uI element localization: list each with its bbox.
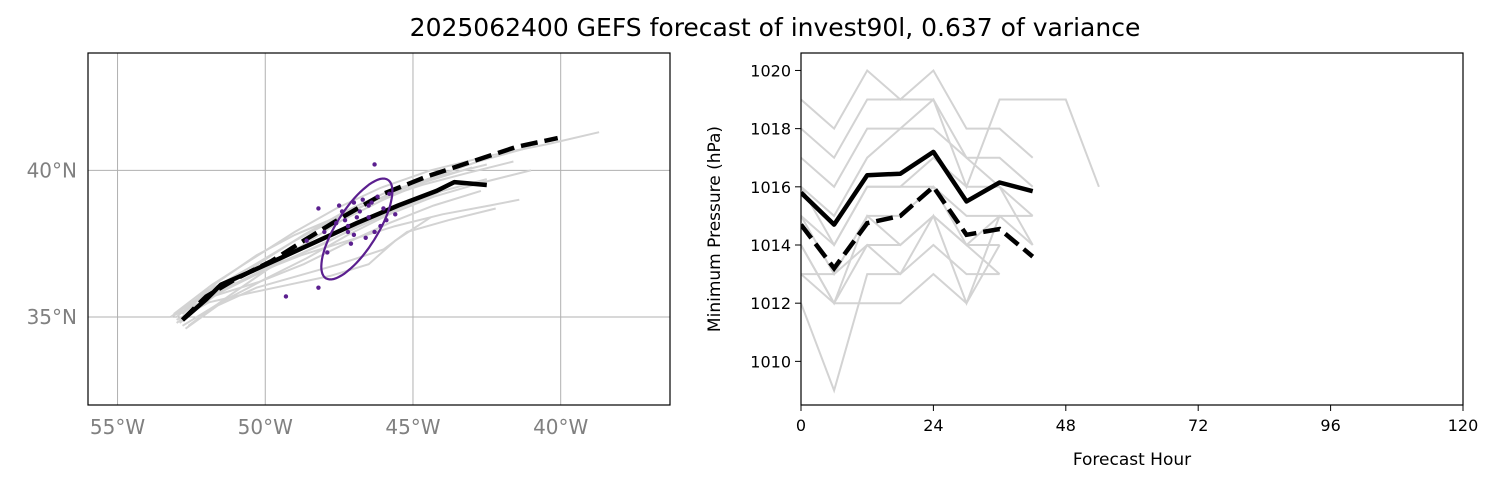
scatter-point	[345, 229, 351, 235]
scatter-point	[345, 223, 351, 229]
member-track	[184, 207, 496, 330]
scatter-point	[357, 209, 362, 214]
scatter-point	[363, 235, 368, 240]
x-tick-label: 120	[1448, 416, 1479, 435]
scatter-point	[339, 209, 345, 214]
map-xtick-label: 40°W	[533, 415, 588, 439]
scatter-point	[333, 220, 339, 226]
scatter-point	[366, 215, 371, 220]
scatter-point	[304, 238, 309, 243]
map-ytick-label: 35°N	[27, 305, 77, 329]
scatter-point	[375, 194, 380, 199]
member-pressure-line	[801, 98, 1034, 188]
scatter-point	[348, 241, 354, 246]
scatter-point	[283, 294, 289, 299]
mean-pressure-solid	[801, 149, 1034, 227]
member-pressure-line	[801, 214, 1001, 306]
x-tick-label: 0	[796, 416, 806, 435]
member-track	[187, 166, 473, 327]
y-tick-label: 1016	[750, 178, 791, 197]
y-tick-label: 1018	[750, 120, 791, 139]
mean-track-solid	[181, 179, 487, 322]
scatter-point	[393, 212, 398, 217]
pressure-frame	[800, 52, 1464, 406]
member-track	[181, 169, 532, 327]
scatter-point	[366, 203, 371, 208]
map-xtick-label: 45°W	[385, 415, 440, 439]
scatter-point	[378, 223, 383, 229]
y-tick-label: 1020	[750, 61, 791, 80]
member-track	[176, 216, 432, 321]
pressure-panel: 0 24 48 72 96 120 1010 1012 1014 1016 1018 1020 For…	[705, 52, 1478, 470]
pressure-data-layer	[801, 68, 1100, 394]
scatter-point	[351, 232, 357, 238]
member-track	[175, 204, 405, 318]
chart-title: 2025062400 GEFS forecast of invest90l, 0…	[410, 13, 1141, 42]
member-track	[170, 145, 532, 318]
scatter-point	[372, 229, 377, 235]
x-tick-label: 24	[923, 416, 943, 435]
scatter-point	[369, 200, 374, 205]
scatter-point	[372, 162, 377, 167]
x-axis-label: Forecast Hour	[1073, 450, 1191, 470]
scatter-point	[360, 197, 365, 202]
scatter-point	[322, 229, 327, 235]
map-frame	[87, 52, 671, 406]
uncertainty-ellipse	[320, 177, 394, 281]
member-track	[179, 198, 520, 321]
member-pressure-line	[801, 213, 1001, 394]
scatter-point	[342, 218, 348, 223]
scatter-point	[381, 206, 386, 211]
y-tick-label: 1010	[750, 352, 791, 371]
scatter-point	[316, 206, 321, 211]
member-track	[173, 131, 600, 315]
x-tick-label: 96	[1320, 416, 1340, 435]
scatter-point	[387, 191, 392, 196]
member-pressure-line	[801, 127, 1034, 218]
map-data-layer	[170, 131, 600, 330]
scatter-point	[384, 218, 389, 223]
x-tick-label: 72	[1188, 416, 1208, 435]
x-tick-label: 48	[1056, 416, 1076, 435]
member-pressure-line	[801, 68, 1034, 159]
map-xtick-label: 50°W	[238, 415, 293, 439]
member-pressure-line	[801, 185, 1033, 247]
scatter-point	[325, 250, 330, 255]
scatter-point	[354, 215, 360, 220]
pressure-ticks: 0 24 48 72 96 120 1010 1012 1014 1016 1018 1020	[750, 61, 1478, 435]
scatter-point	[316, 285, 321, 290]
map-gridlines	[88, 53, 670, 405]
y-tick-label: 1012	[750, 294, 791, 313]
y-tick-label: 1014	[750, 236, 791, 255]
map-ytick-label: 40°N	[27, 158, 77, 182]
mean-pressure-dashed	[801, 183, 1035, 273]
scatter-point	[336, 203, 342, 208]
member-pressure-line	[801, 214, 1000, 306]
member-track	[181, 160, 514, 315]
mean-track-dashed	[180, 135, 559, 322]
map-tick-labels: 55°W 50°W 45°W 40°W 35°N 40°N	[27, 158, 589, 439]
track-map-panel: 55°W 50°W 45°W 40°W 35°N 40°N	[27, 52, 671, 439]
scatter-point	[351, 200, 357, 205]
member-track	[170, 189, 482, 318]
y-axis-label: Minimum Pressure (hPa)	[705, 126, 725, 332]
map-xtick-label: 55°W	[90, 415, 145, 439]
